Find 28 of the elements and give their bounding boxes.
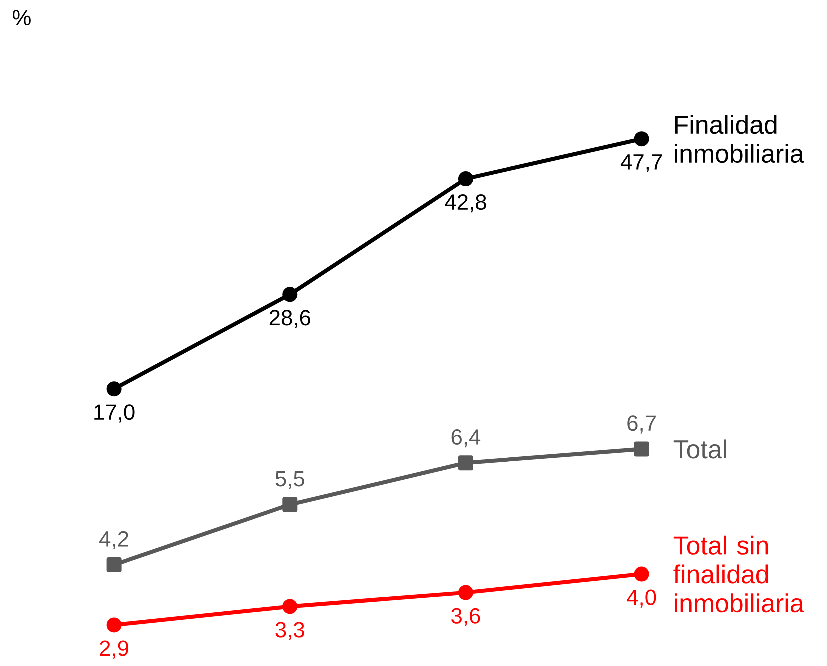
data-label: 28,6 — [270, 310, 311, 328]
data-label: 4,0 — [627, 590, 656, 608]
data-label: 2,9 — [100, 640, 128, 659]
data-label: 47,7 — [620, 154, 662, 173]
text: % — [12, 10, 31, 26]
data-label: 5,5 — [276, 471, 304, 490]
data-label: 3,3 — [276, 622, 304, 640]
data-label: 6,4 — [452, 429, 481, 448]
data-label: 3,6 — [452, 608, 480, 626]
point — [458, 585, 474, 600]
point — [458, 456, 474, 471]
point — [634, 566, 650, 582]
data-label: 42,8 — [445, 194, 486, 213]
point — [634, 132, 650, 147]
point — [106, 558, 122, 573]
series-label: Total sin finalidad inmobiliaria — [674, 536, 804, 613]
point — [282, 599, 298, 614]
data-label: 4,2 — [100, 531, 128, 550]
data-label: 17,0 — [94, 404, 135, 423]
series-label: Total — [674, 440, 726, 459]
series-label: Finalidad inmobiliaria — [675, 115, 804, 164]
point — [106, 618, 122, 633]
point — [282, 287, 298, 302]
point — [106, 382, 122, 397]
data-label: 6,7 — [628, 416, 656, 434]
point — [458, 172, 474, 187]
point — [634, 442, 650, 457]
point — [282, 497, 298, 512]
